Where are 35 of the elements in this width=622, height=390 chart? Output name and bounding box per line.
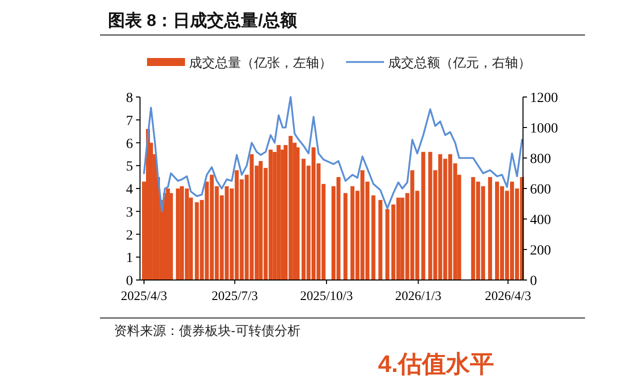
y2-tick-label: 1000 [530,122,558,136]
bar [385,209,390,280]
bar [343,193,348,280]
annotation: 4.估值水平 [378,351,494,378]
y2-tick-label: 800 [530,152,551,167]
x-tick-label: 2025/10/3 [300,288,353,303]
bar [378,200,382,280]
y-tick-label: 3 [126,205,133,220]
y2-tick-label: 200 [530,244,551,258]
x-tick-label: 2025/7/3 [212,288,258,303]
y2-tick-label: 400 [530,213,551,228]
bar [176,188,180,280]
y-tick-label: 2 [126,228,133,244]
bar [371,195,376,280]
x-tick-label: 2025/4/3 [120,288,168,303]
annotation: 资料来源：债券板块-可转债分析 [114,323,300,338]
y-tick-label: 5 [126,160,133,175]
y2-tick-label: 600 [530,182,551,198]
bar [276,145,281,280]
bar [488,177,492,280]
y-tick-label: 1 [126,251,133,266]
y2-tick-label: 1200 [530,91,558,106]
bar [296,147,300,280]
y-tick-label: 8 [126,91,133,106]
x-tick-label: 2026/4/3 [484,288,532,303]
y-tick-label: 0 [126,274,133,289]
y2-tick-label: 0 [530,274,537,289]
y-tick-label: 7 [126,114,133,129]
legend-label: 成交总额（亿元，右轴） [388,55,531,70]
y-tick-label: 6 [126,136,133,152]
y-tick-label: 4 [126,182,133,198]
bar [421,152,426,280]
legend-label: 成交总量（亿张，左轴） [189,55,332,70]
title: 图表 8：日成交总量/总额 [108,11,297,30]
x-tick-label: 2026/1/3 [395,288,442,303]
